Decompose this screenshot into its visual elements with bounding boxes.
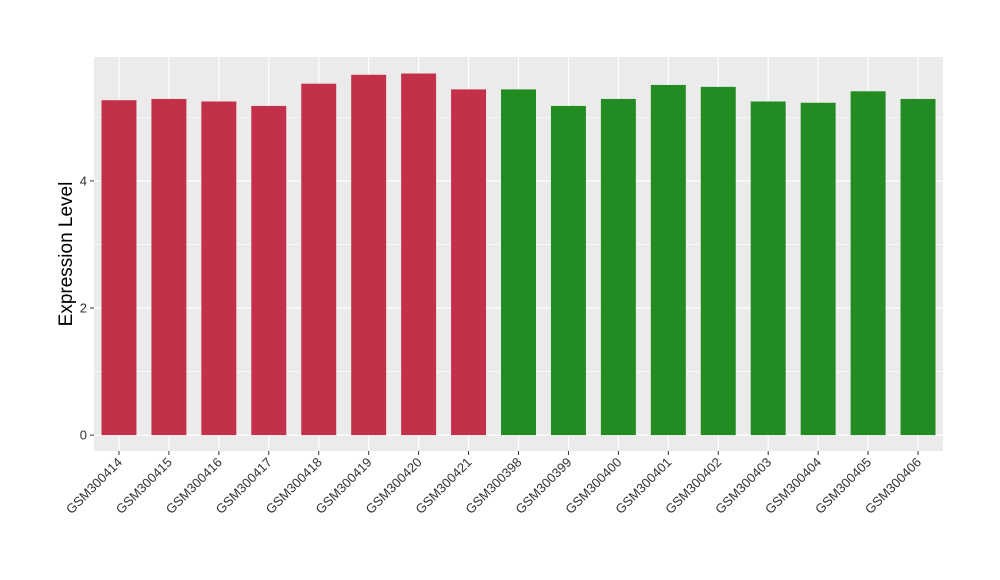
bar-gsm300414 [101, 100, 137, 436]
bar-gsm300421 [451, 89, 487, 436]
bar-gsm300398 [501, 89, 536, 436]
y-axis-label: Expression Level [56, 182, 77, 327]
bar-gsm300401 [650, 84, 686, 436]
bar-gsm300406 [900, 98, 936, 436]
bar-gsm300418 [301, 83, 337, 436]
bar-gsm300417 [251, 105, 287, 436]
y-tick-label: 2 [80, 301, 87, 316]
bar-gsm300405 [850, 91, 886, 436]
bar-gsm300419 [351, 74, 387, 436]
bar-gsm300400 [600, 98, 636, 436]
bar-gsm300415 [151, 98, 187, 436]
bar-gsm300404 [800, 102, 836, 436]
bar-gsm300403 [750, 101, 786, 436]
bar-gsm300399 [550, 105, 586, 436]
bars [101, 73, 936, 436]
y-tick-label: 4 [80, 173, 87, 188]
y-tick-label: 0 [80, 428, 87, 443]
bar-gsm300402 [700, 86, 736, 436]
bar-gsm300420 [401, 73, 437, 436]
bar-gsm300416 [201, 101, 237, 436]
